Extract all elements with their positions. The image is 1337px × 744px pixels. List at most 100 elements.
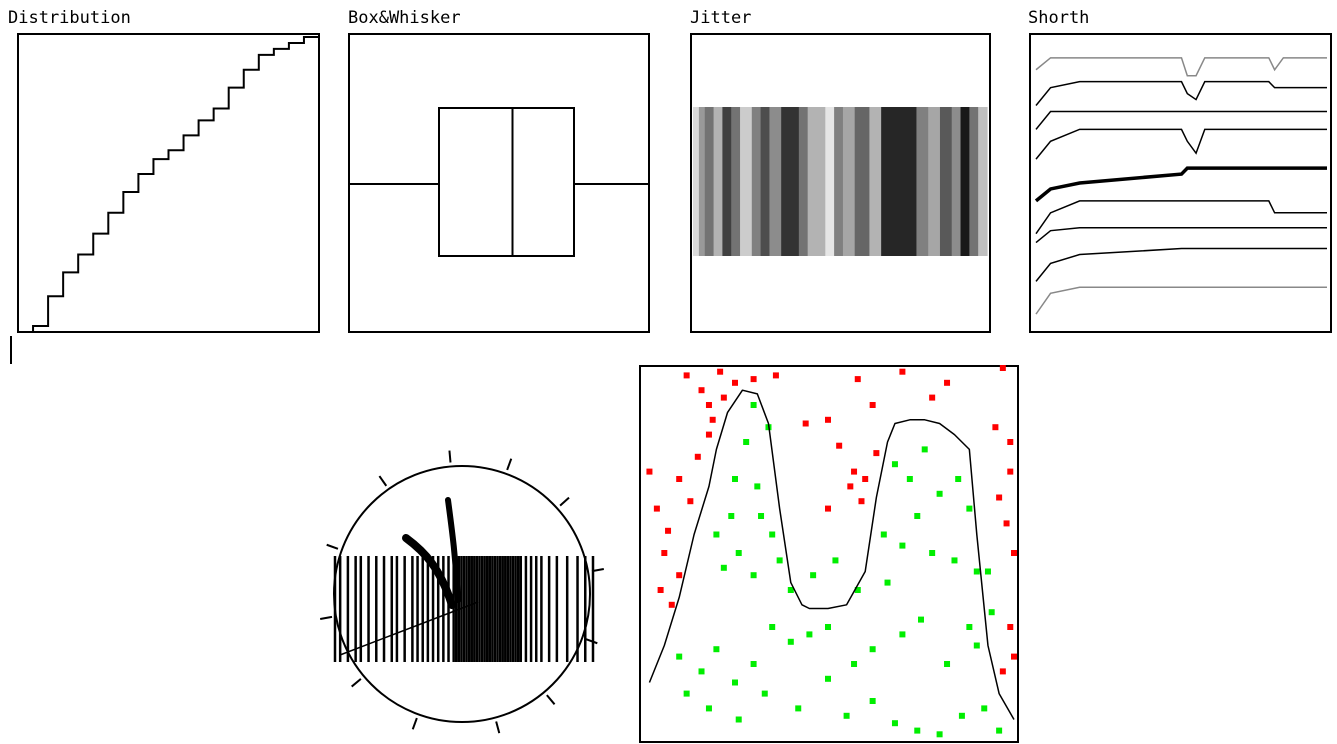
shorth-curve <box>1035 128 1327 160</box>
green-point <box>795 705 802 712</box>
red-point <box>657 587 664 593</box>
green-point <box>944 661 951 667</box>
green-point <box>880 531 887 538</box>
red-point <box>661 550 668 556</box>
red-point <box>847 483 854 490</box>
scatter-frame <box>639 365 1019 743</box>
green-point <box>988 609 995 616</box>
red-point <box>705 431 712 438</box>
distribution-title: Distribution <box>8 8 131 28</box>
circle-tick <box>320 615 333 620</box>
red-point <box>899 368 906 375</box>
green-point <box>750 661 757 667</box>
red-point <box>836 442 843 449</box>
red-point <box>1007 624 1014 630</box>
green-point <box>891 461 898 468</box>
green-point <box>769 531 776 538</box>
green-point <box>754 483 761 490</box>
green-point <box>914 513 921 519</box>
shorth-curve <box>1035 80 1327 106</box>
green-point <box>951 557 958 564</box>
green-point <box>732 476 738 482</box>
red-point <box>772 372 779 379</box>
jitter-band <box>781 107 800 256</box>
green-point <box>735 716 742 723</box>
jitter-band <box>722 107 732 256</box>
needle-thin <box>339 601 479 656</box>
distribution-panel <box>10 33 320 364</box>
jitter-band <box>807 107 826 256</box>
red-point <box>851 468 858 475</box>
red-point <box>825 505 831 512</box>
jitter-band <box>928 107 941 256</box>
red-point <box>873 450 880 457</box>
distribution-frame <box>17 33 320 333</box>
green-point <box>899 631 906 638</box>
shorth-curve <box>1035 57 1327 77</box>
shorth-panel <box>1029 33 1332 333</box>
red-point <box>709 416 716 423</box>
green-point <box>825 675 831 682</box>
red-point <box>676 572 683 579</box>
green-point <box>825 624 831 630</box>
red-point <box>996 494 1003 501</box>
box-whisker-panel <box>348 33 650 333</box>
red-point <box>750 376 757 383</box>
red-point <box>653 505 660 512</box>
jitter-band <box>698 107 706 256</box>
shorth-curve <box>1035 286 1327 315</box>
red-point <box>676 476 683 482</box>
green-point <box>810 572 817 579</box>
green-point <box>914 727 921 734</box>
red-point <box>705 402 712 408</box>
circle-tick <box>448 450 452 463</box>
green-point <box>705 705 712 712</box>
red-point <box>992 424 999 431</box>
green-point <box>851 661 858 667</box>
green-point <box>832 557 839 564</box>
green-point <box>806 631 813 638</box>
green-point <box>918 616 924 623</box>
red-point <box>717 368 724 375</box>
green-point <box>884 579 891 586</box>
red-point <box>694 453 701 460</box>
jitter-band <box>834 107 844 256</box>
red-point <box>802 420 809 427</box>
jitter-band <box>939 107 953 256</box>
green-point <box>984 568 991 575</box>
jitter-band <box>842 107 856 256</box>
red-point <box>1007 468 1014 475</box>
green-point <box>743 439 750 445</box>
jitter-band <box>869 107 882 256</box>
jitter-band <box>854 107 870 256</box>
shorth-curve <box>1035 247 1327 282</box>
jitter-title: Jitter <box>690 8 752 28</box>
green-point <box>899 542 906 549</box>
green-point <box>936 490 943 497</box>
green-point <box>732 679 738 686</box>
red-point <box>999 365 1006 371</box>
shorth-curve <box>1034 166 1327 203</box>
red-point <box>668 601 675 608</box>
green-point <box>720 564 727 571</box>
green-point <box>713 531 720 538</box>
circle-tick <box>506 458 513 471</box>
green-point <box>929 550 936 556</box>
shorth-curve <box>1035 200 1327 235</box>
circle-tick <box>585 638 598 645</box>
shorth-curve <box>1035 110 1327 130</box>
green-point <box>735 550 742 556</box>
decision-boundary <box>648 389 1015 720</box>
red-point <box>720 394 727 401</box>
circle-tick <box>546 694 556 705</box>
jitter-band <box>704 107 715 256</box>
jitter-band <box>693 107 700 256</box>
jitter-band <box>969 107 979 256</box>
green-point <box>854 587 861 593</box>
circle-tick <box>326 543 339 550</box>
interquartile-box <box>438 107 575 257</box>
green-point <box>955 476 962 482</box>
green-point <box>981 705 988 712</box>
green-point <box>973 568 980 575</box>
